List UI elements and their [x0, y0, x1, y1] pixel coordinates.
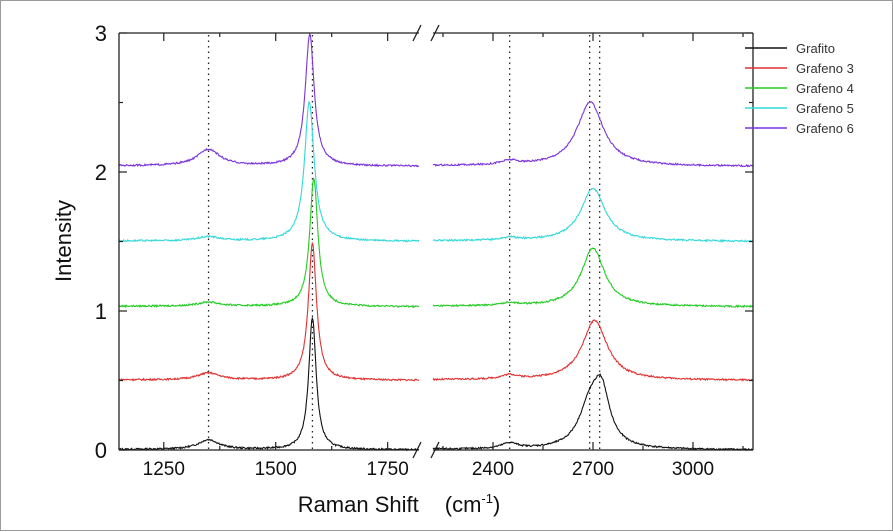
y-tick-label-0: 0: [95, 438, 107, 463]
x-axis-unit: (cm: [445, 492, 482, 517]
axes: [118, 24, 754, 459]
x-axis-unit-sup: -1: [481, 491, 493, 506]
axis-break-mark-bottom-2: [430, 441, 440, 459]
x-tick-label-2400: 2400: [472, 459, 514, 480]
y-axis-title: Intensity: [51, 200, 76, 282]
series-line-2-segment-1: [432, 247, 754, 309]
legend-label-4: Grafeno 6: [796, 121, 854, 136]
y-tick-label-2: 2: [95, 160, 107, 185]
legend-label-3: Grafeno 5: [796, 101, 854, 116]
x-tick-label-1250: 1250: [143, 459, 185, 480]
legend: Grafito Grafeno 3 Grafeno 4 Grafeno 5 Grafen…: [745, 41, 854, 136]
axis-break-mark-top-1: [412, 24, 422, 42]
series-line-3-segment-1: [432, 187, 754, 243]
reference-lines: [207, 35, 601, 450]
series-group: [118, 33, 754, 452]
legend-label-1: Grafeno 3: [796, 61, 854, 76]
axis-break-mark-top-2: [430, 24, 440, 42]
legend-label-0: Grafito: [796, 41, 835, 56]
ticks-group: 1250 1500 1750 2400 2700 3000 0 1 2 3: [95, 21, 753, 480]
x-axis-title: Raman Shift (cm-1): [298, 491, 501, 517]
series-line-0-segment-0: [118, 316, 420, 452]
x-tick-label-1500: 1500: [255, 459, 297, 480]
series-line-4-segment-1: [432, 101, 754, 168]
series-line-3-segment-0: [118, 100, 420, 243]
y-tick-label-3: 3: [95, 21, 107, 46]
x-axis-unit-close: ): [493, 492, 500, 517]
x-tick-label-1750: 1750: [367, 459, 409, 480]
x-tick-label-3000: 3000: [672, 459, 714, 480]
x-tick-label-2700: 2700: [572, 459, 614, 480]
series-line-1-segment-1: [432, 319, 754, 382]
series-line-1-segment-0: [118, 241, 420, 382]
series-line-0-segment-1: [432, 372, 753, 452]
series-line-4-segment-0: [118, 33, 420, 168]
y-tick-label-1: 1: [95, 299, 107, 324]
axis-break-mark-bottom-1: [412, 441, 422, 459]
x-axis-title-text: Raman Shift: [298, 492, 419, 517]
series-line-2-segment-0: [118, 176, 420, 309]
legend-label-2: Grafeno 4: [796, 81, 854, 96]
